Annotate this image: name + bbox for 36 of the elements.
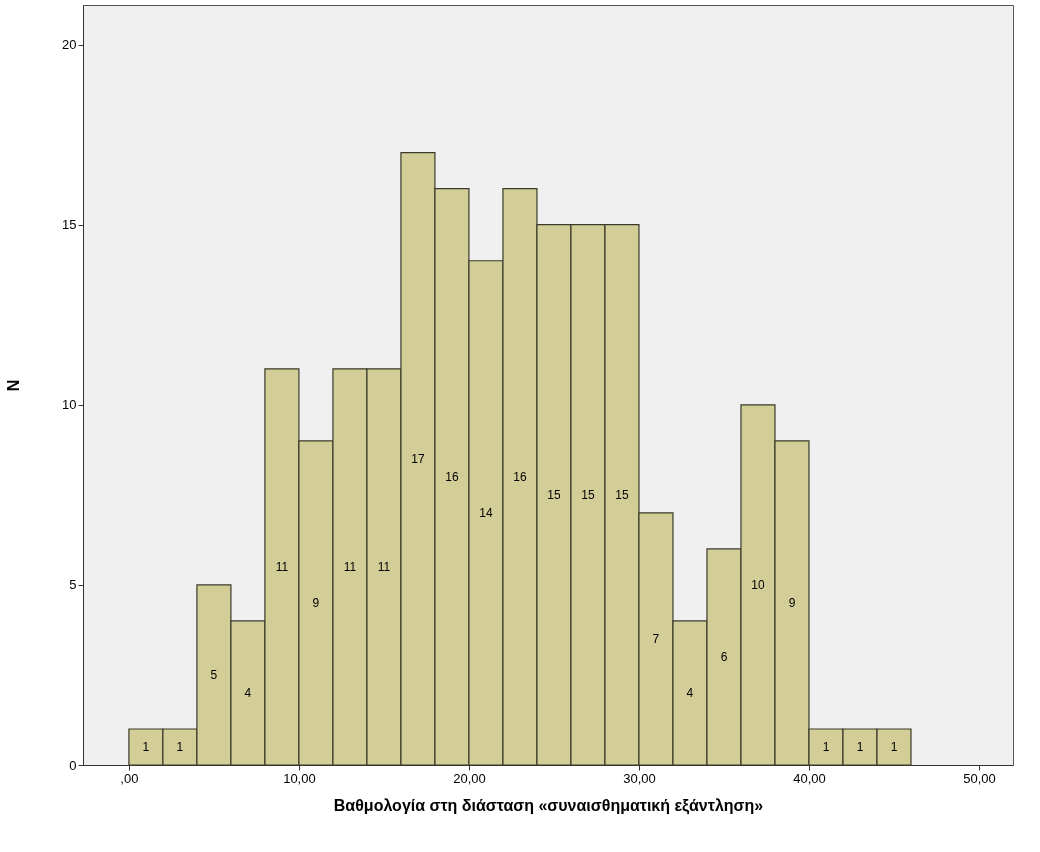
data-label: 4 (686, 685, 694, 700)
data-label: 11 (377, 559, 391, 574)
y-tick-label: 15 (62, 217, 77, 233)
x-axis-title: Βαθμολογία στη διάσταση «συναισθηματική εξάντληση» (333, 796, 764, 815)
data-label: 1 (856, 739, 864, 754)
y-tick-label: 0 (69, 757, 77, 773)
x-tick-label: 30,00 (623, 770, 656, 786)
y-axis-title: N (5, 379, 23, 392)
data-label: 16 (513, 469, 527, 484)
data-label: 6 (720, 649, 728, 664)
data-label: 1 (142, 739, 150, 754)
x-tick-label: ,00 (120, 770, 139, 786)
y-tick-label: 5 (69, 577, 77, 593)
x-tick-label: 40,00 (793, 770, 826, 786)
data-label: 9 (312, 595, 320, 610)
data-label: 17 (411, 451, 425, 466)
x-tick-label: 50,00 (963, 770, 996, 786)
x-tick-label: 10,00 (283, 770, 316, 786)
y-tick-label: 20 (62, 37, 77, 53)
data-label: 7 (652, 631, 660, 646)
data-label: 5 (210, 667, 218, 682)
data-label: 15 (547, 487, 561, 502)
data-label: 1 (176, 739, 184, 754)
data-label: 16 (445, 469, 459, 484)
data-label: 9 (788, 595, 796, 610)
data-label: 15 (581, 487, 595, 502)
data-label: 10 (751, 577, 765, 592)
data-label: 1 (890, 739, 898, 754)
x-tick-label: 20,00 (453, 770, 486, 786)
y-tick-label: 10 (62, 397, 77, 413)
data-label: 14 (479, 505, 493, 520)
data-label: 15 (615, 487, 629, 502)
data-label: 4 (244, 685, 252, 700)
data-label: 1 (822, 739, 830, 754)
data-label: 11 (275, 559, 289, 574)
data-label: 11 (343, 559, 357, 574)
